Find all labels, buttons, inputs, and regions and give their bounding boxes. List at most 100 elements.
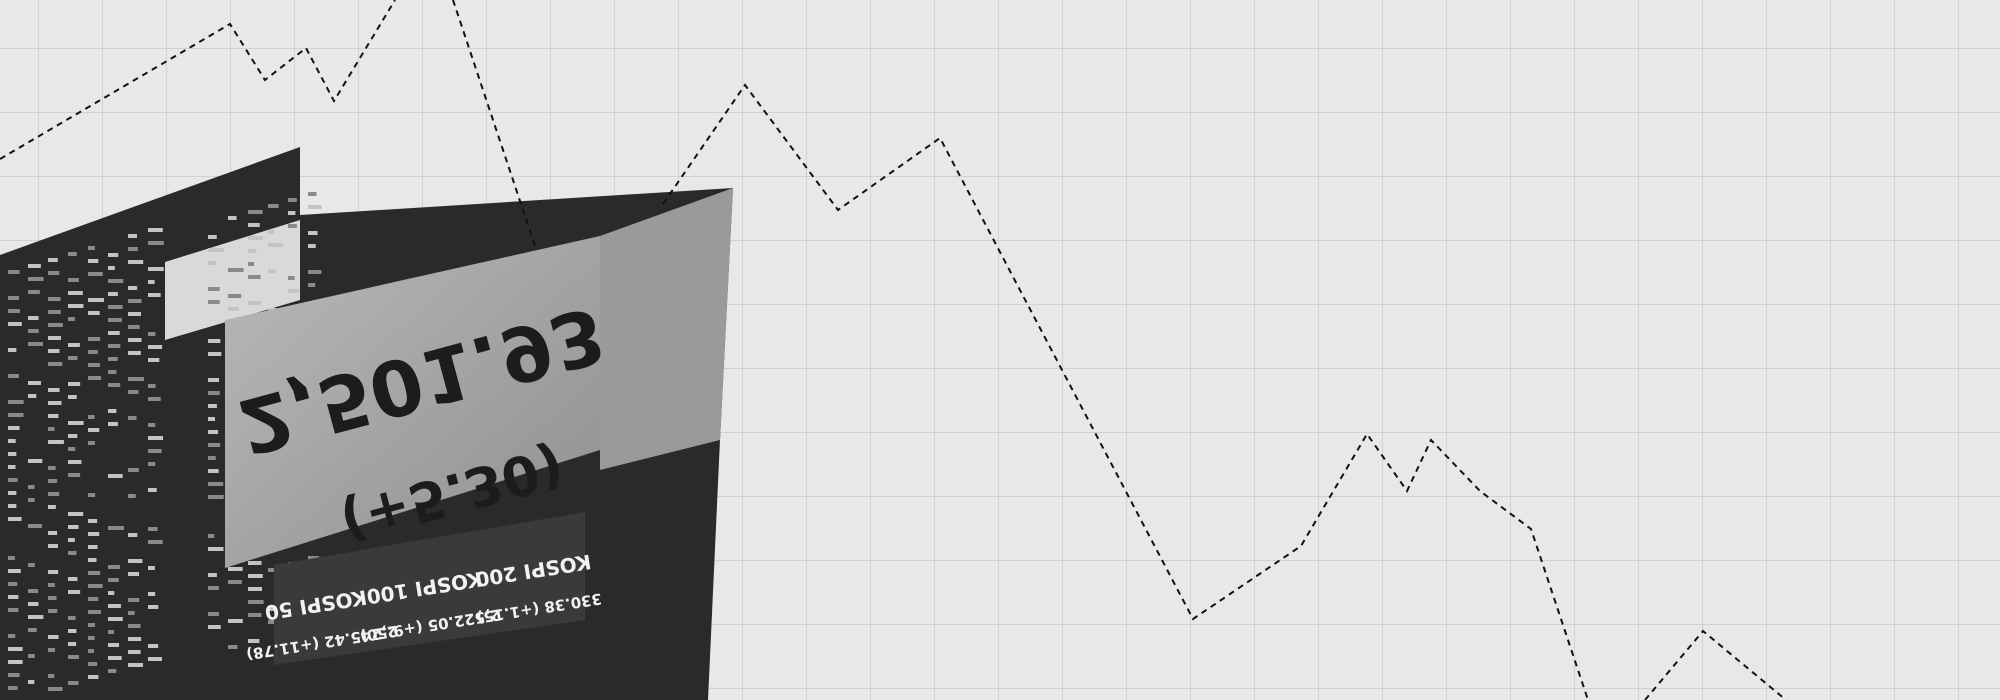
ticker-cell bbox=[68, 447, 76, 451]
ticker-cell bbox=[108, 669, 117, 673]
ticker-cell bbox=[48, 570, 59, 574]
ticker-cell bbox=[88, 610, 101, 614]
ticker-cell bbox=[8, 556, 15, 560]
ticker-cell bbox=[148, 605, 159, 609]
ticker-cell bbox=[128, 559, 143, 563]
ticker-cell bbox=[28, 680, 35, 684]
ticker-cell bbox=[68, 681, 79, 685]
ticker-cell bbox=[68, 460, 82, 464]
ticker-cell bbox=[8, 595, 19, 599]
ticker-cell bbox=[68, 395, 77, 399]
ticker-cell bbox=[208, 573, 217, 577]
ticker-cell bbox=[108, 344, 121, 348]
ticker-cell bbox=[128, 611, 135, 615]
ticker-cell bbox=[128, 416, 137, 420]
ticker-cell bbox=[8, 647, 23, 651]
ticker-cell bbox=[228, 567, 243, 571]
ticker-cell bbox=[48, 505, 56, 509]
ticker-cell bbox=[88, 584, 103, 588]
ticker-cell bbox=[228, 216, 237, 220]
ticker-cell bbox=[68, 278, 79, 282]
ticker-cell bbox=[148, 462, 156, 466]
ticker-cell bbox=[88, 558, 97, 562]
ticker-cell bbox=[208, 378, 220, 382]
ticker-cell bbox=[8, 270, 20, 274]
ticker-cell bbox=[208, 443, 221, 447]
ticker-cell bbox=[148, 540, 163, 544]
ticker-cell bbox=[128, 338, 142, 342]
ticker-cell bbox=[108, 591, 115, 595]
ticker-cell bbox=[128, 234, 137, 238]
ticker-cell bbox=[28, 615, 44, 619]
ticker-cell bbox=[208, 300, 220, 304]
ticker-cell bbox=[48, 336, 62, 340]
ticker-cell bbox=[148, 267, 164, 271]
ticker-cell bbox=[88, 571, 101, 575]
ticker-cell bbox=[288, 289, 300, 293]
ticker-cell bbox=[208, 404, 217, 408]
ticker-cell bbox=[28, 316, 39, 320]
ticker-cell bbox=[88, 532, 100, 536]
ticker-cell bbox=[68, 304, 84, 308]
ticker-cell bbox=[208, 469, 219, 473]
ticker-cell bbox=[68, 434, 78, 438]
ticker-cell bbox=[68, 551, 77, 555]
ticker-cell bbox=[28, 459, 43, 463]
ticker-cell bbox=[128, 572, 140, 576]
ticker-cell bbox=[308, 556, 320, 560]
ticker-cell bbox=[88, 662, 98, 666]
ticker-cell bbox=[68, 356, 78, 360]
ticker-cell bbox=[8, 452, 17, 456]
ticker-cell bbox=[128, 494, 136, 498]
ticker-cell bbox=[248, 301, 262, 305]
ticker-cell bbox=[128, 663, 144, 667]
ticker-cell bbox=[8, 374, 19, 378]
ticker-cell bbox=[88, 311, 100, 315]
ticker-cell bbox=[108, 383, 121, 387]
ticker-cell bbox=[148, 384, 156, 388]
ticker-cell bbox=[28, 329, 39, 333]
ticker-cell bbox=[148, 358, 160, 362]
ticker-cell bbox=[208, 235, 217, 239]
ticker-cell bbox=[68, 252, 77, 256]
ticker-cell bbox=[28, 628, 37, 632]
ticker-cell bbox=[28, 485, 35, 489]
ticker-cell bbox=[108, 253, 119, 257]
ticker-cell bbox=[148, 280, 155, 284]
ticker-cell bbox=[108, 474, 123, 478]
ticker-cell bbox=[8, 400, 24, 404]
ticker-cell bbox=[8, 465, 16, 469]
ticker-cell bbox=[288, 224, 297, 228]
ticker-cell bbox=[28, 290, 40, 294]
ticker-cell bbox=[68, 616, 76, 620]
board-gap bbox=[165, 220, 300, 340]
ticker-cell bbox=[268, 243, 284, 247]
ticker-cell bbox=[248, 561, 262, 565]
ticker-cell bbox=[28, 524, 42, 528]
ticker-cell bbox=[68, 538, 75, 542]
ticker-cell bbox=[308, 283, 316, 287]
ticker-cell bbox=[308, 244, 316, 248]
ticker-cell bbox=[128, 468, 139, 472]
ticker-cell bbox=[128, 312, 142, 316]
ticker-cell bbox=[148, 293, 161, 297]
ticker-cell bbox=[268, 568, 277, 572]
ticker-cell bbox=[108, 656, 122, 660]
ticker-cell bbox=[208, 352, 222, 356]
ticker-cell bbox=[48, 297, 61, 301]
ticker-cell bbox=[8, 439, 16, 443]
ticker-cell bbox=[28, 654, 35, 658]
ticker-cell bbox=[148, 527, 158, 531]
ticker-cell bbox=[48, 466, 56, 470]
ticker-cell bbox=[88, 337, 101, 341]
ticker-cell bbox=[248, 613, 262, 617]
ticker-cell bbox=[48, 674, 55, 678]
ticker-cell bbox=[148, 592, 156, 596]
ticker-cell bbox=[88, 272, 103, 276]
ticker-cell bbox=[28, 589, 39, 593]
ticker-cell bbox=[88, 363, 100, 367]
ticker-cell bbox=[108, 292, 118, 296]
ticker-cell bbox=[148, 449, 162, 453]
